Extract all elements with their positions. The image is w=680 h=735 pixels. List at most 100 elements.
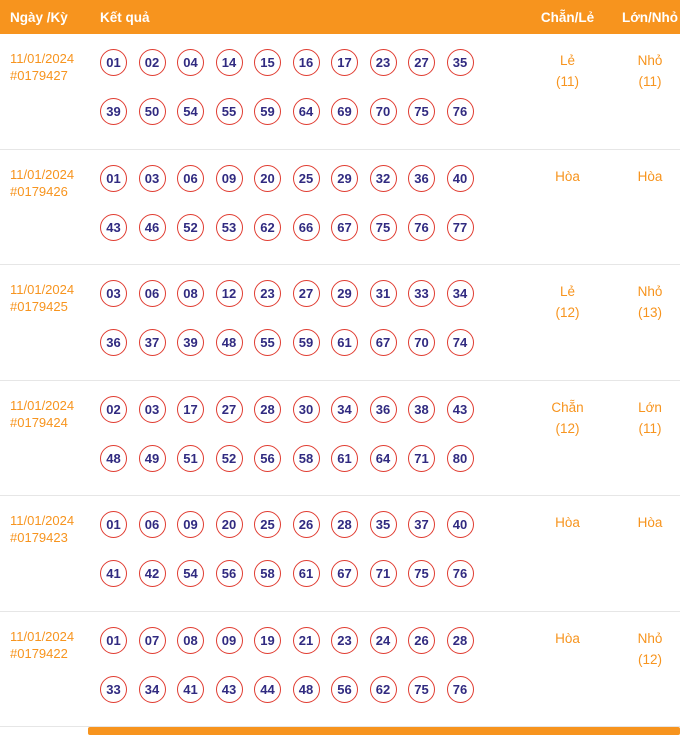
number-ball: 03	[100, 280, 127, 307]
table-header: Ngày /Kỳ Kết quả Chẵn/Lẻ Lớn/Nhỏ	[0, 0, 680, 34]
number-ball: 71	[408, 444, 435, 472]
even-odd-count: (12)	[555, 305, 580, 320]
number-ball: 25	[254, 511, 281, 538]
number-ball: 75	[408, 98, 435, 125]
even-odd-value: Hòa	[555, 515, 580, 530]
numbers-line-1: 03 06 08 12 23 27 29 31 33 34	[100, 280, 525, 307]
number-ball: 30	[292, 395, 320, 423]
numbers-line-2: 36 37 39 48 55 59 61 67 70 74	[100, 329, 525, 356]
number-ball: 34	[331, 395, 358, 423]
number-ball: 56	[254, 444, 281, 472]
number-ball: 12	[215, 280, 243, 307]
number-ball: 01	[100, 511, 127, 538]
number-ball: 55	[215, 98, 243, 125]
numbers-line-1: 02 03 17 27 28 30 34 36 38 43	[100, 395, 525, 423]
number-ball: 37	[408, 511, 435, 538]
number-ball: 54	[177, 98, 204, 125]
number-ball: 70	[408, 329, 435, 356]
number-ball: 36	[100, 329, 127, 356]
number-ball: 24	[369, 626, 397, 654]
number-ball: 34	[138, 675, 166, 703]
even-odd-cell: Chẵn (12)	[525, 381, 610, 496]
even-odd-value: Hòa	[555, 630, 580, 646]
number-ball: 28	[446, 626, 474, 654]
header-date-period: Ngày /Kỳ	[10, 9, 68, 25]
number-ball: 59	[292, 329, 320, 356]
even-odd-count: (11)	[555, 74, 579, 89]
number-ball: 56	[331, 675, 358, 703]
number-ball: 33	[408, 280, 435, 307]
number-ball: 58	[254, 560, 281, 587]
draw-id: #0179425	[10, 299, 68, 314]
number-ball: 40	[446, 164, 474, 192]
number-ball: 77	[446, 213, 474, 241]
number-ball: 67	[331, 213, 358, 241]
numbers-line-1: 01 06 09 20 25 26 28 35 37 40	[100, 511, 525, 538]
number-ball: 71	[369, 560, 397, 587]
number-ball: 61	[331, 444, 358, 472]
number-ball: 76	[446, 675, 474, 703]
header-big-small: Lớn/Nhỏ	[621, 9, 679, 25]
horizontal-scrollbar[interactable]	[88, 727, 680, 735]
draw-id: #0179426	[10, 183, 68, 199]
number-ball: 36	[369, 395, 397, 423]
results-body: 11/01/2024 #0179427 01 02 04 14 15 16 17 23 27 35…	[0, 34, 680, 727]
number-ball: 29	[331, 280, 358, 307]
result-row: 11/01/2024 #0179426 01 03 06 09 20 25 29 32 36 40…	[0, 150, 680, 265]
header-result: Kết quả	[100, 9, 150, 25]
number-ball: 09	[215, 626, 243, 654]
number-ball: 27	[408, 49, 435, 76]
big-small-value: Hòa	[637, 168, 663, 184]
number-ball: 44	[254, 675, 281, 703]
number-ball: 08	[177, 280, 204, 307]
number-ball: 46	[138, 213, 166, 241]
numbers-cell: 01 03 06 09 20 25 29 32 36 40 43 46 52 53 62 66 67 75 76 7…	[100, 150, 525, 265]
number-ball: 43	[215, 675, 243, 703]
numbers-cell: 01 06 09 20 25 26 28 35 37 40 41 42 54 56 58 61 67 71 75 7…	[100, 496, 525, 611]
number-ball: 38	[408, 395, 435, 423]
draw-id: #0179427	[10, 68, 68, 83]
number-ball: 55	[254, 329, 281, 356]
number-ball: 75	[408, 560, 435, 587]
number-ball: 28	[331, 511, 358, 538]
numbers-line-2: 43 46 52 53 62 66 67 75 76 77	[100, 213, 525, 241]
number-ball: 35	[369, 511, 397, 538]
big-small-cell: Nhỏ (12)	[610, 612, 680, 727]
number-ball: 48	[215, 329, 243, 356]
numbers-cell: 02 03 17 27 28 30 34 36 38 43 48 49 51 52 56 58 61 64 71 8…	[100, 381, 525, 496]
number-ball: 61	[331, 329, 358, 356]
result-row: 11/01/2024 #0179423 01 06 09 20 25 26 28 35 37 40…	[0, 496, 680, 612]
draw-id: #0179424	[10, 414, 68, 430]
number-ball: 20	[254, 164, 281, 192]
number-ball: 51	[177, 444, 204, 472]
number-ball: 23	[254, 280, 281, 307]
even-odd-cell: Hòa	[525, 612, 610, 727]
result-row: 11/01/2024 #0179427 01 02 04 14 15 16 17 23 27 35…	[0, 34, 680, 150]
number-ball: 06	[138, 280, 166, 307]
result-row: 11/01/2024 #0179422 01 07 08 09 19 21 23 24 26 28…	[0, 612, 680, 727]
big-small-cell: Nhỏ (13)	[610, 265, 680, 380]
big-small-count: (11)	[638, 420, 662, 436]
number-ball: 01	[100, 164, 127, 192]
number-ball: 54	[177, 560, 204, 587]
number-ball: 21	[292, 626, 320, 654]
date-period-cell: 11/01/2024 #0179426	[10, 150, 100, 265]
big-small-cell: Nhỏ (11)	[610, 34, 680, 149]
number-ball: 01	[100, 626, 127, 654]
number-ball: 59	[254, 98, 281, 125]
number-ball: 37	[138, 329, 166, 356]
big-small-count: (12)	[637, 651, 662, 667]
numbers-cell: 03 06 08 12 23 27 29 31 33 34 36 37 39 48 55 59 61 67 70 7…	[100, 265, 525, 380]
number-ball: 80	[446, 444, 474, 472]
number-ball: 58	[292, 444, 320, 472]
numbers-cell: 01 02 04 14 15 16 17 23 27 35 39 50 54 55 59 64 69 70 75 7…	[100, 34, 525, 149]
number-ball: 42	[138, 560, 166, 587]
big-small-value: Nhỏ	[637, 630, 663, 646]
number-ball: 26	[292, 511, 320, 538]
number-ball: 48	[292, 675, 320, 703]
number-ball: 48	[100, 444, 127, 472]
number-ball: 43	[446, 395, 474, 423]
header-even-odd: Chẵn/Lẻ	[540, 9, 595, 25]
number-ball: 14	[215, 49, 243, 76]
even-odd-cell: Lẻ (11)	[525, 34, 610, 149]
